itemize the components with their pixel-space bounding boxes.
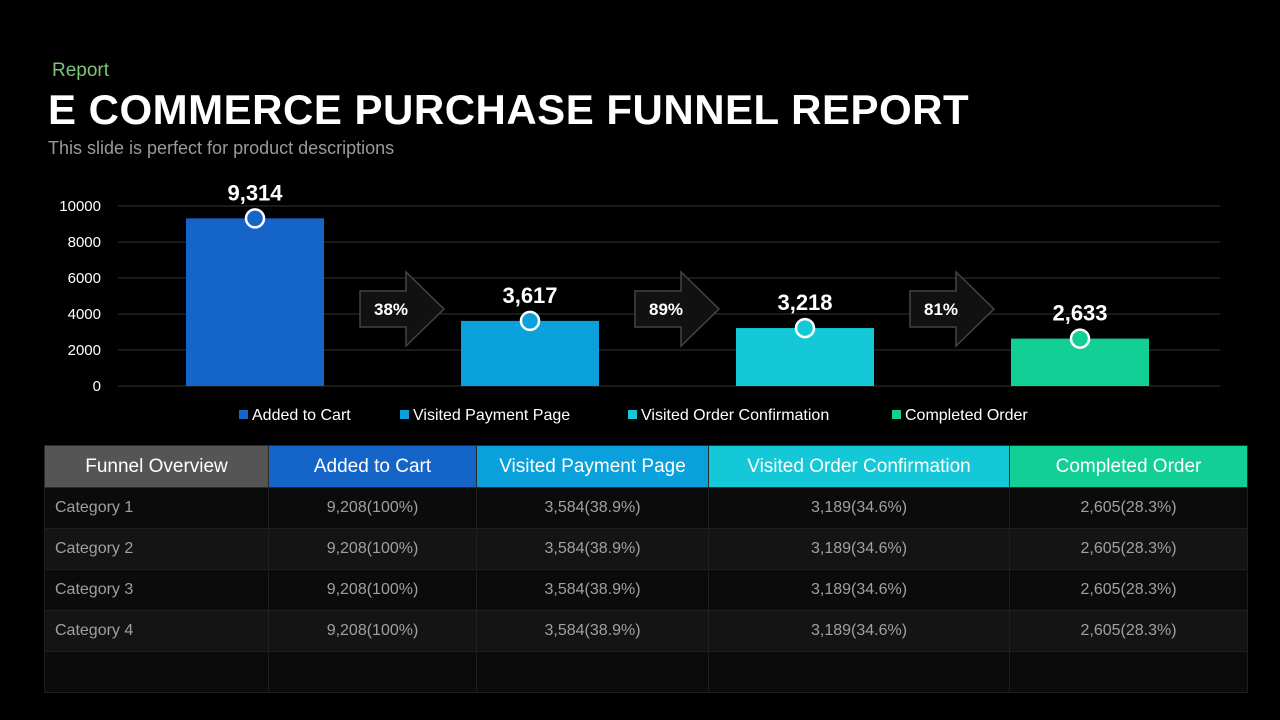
table-cell: 2,605(28.3%) [1009, 569, 1248, 611]
y-tick-label: 2000 [68, 342, 101, 359]
header-completed-order: Completed Order [1009, 445, 1248, 488]
data-label: 2,633 [1052, 301, 1107, 326]
page-subtitle: This slide is perfect for product descri… [48, 138, 395, 158]
table-row: Category 2 9,208(100%) 3,584(38.9%) 3,18… [44, 528, 1248, 570]
table-cell: 9,208(100%) [268, 487, 477, 529]
header-added-to-cart: Added to Cart [268, 445, 477, 488]
table-cell: 2,605(28.3%) [1009, 487, 1248, 529]
page-title: E COMMERCE PURCHASE FUNNEL REPORT [48, 86, 970, 133]
legend-label: Visited Order Confirmation [641, 407, 829, 424]
funnel-bar-chart: 0 2000 4000 6000 8000 10000 9,314 3,617 3,218 2,6… [59, 180, 1220, 424]
table-cell [268, 651, 477, 693]
y-tick-label: 8000 [68, 234, 101, 251]
table-cell [708, 651, 1010, 693]
legend-swatch [892, 410, 901, 419]
bar [186, 218, 324, 386]
bar-marker [794, 317, 816, 339]
table-cell: 9,208(100%) [268, 610, 477, 652]
y-tick-label: 4000 [68, 306, 101, 323]
legend-label: Visited Payment Page [413, 407, 570, 424]
data-label: 3,617 [502, 283, 557, 308]
conversion-arrow [909, 270, 996, 348]
category-cell: Category 3 [44, 569, 269, 611]
header-funnel-overview: Funnel Overview [44, 445, 269, 488]
table-cell [1009, 651, 1248, 693]
y-tick-label: 0 [93, 378, 101, 395]
data-label: 3,218 [777, 290, 832, 315]
header-visited-order-confirmation: Visited Order Confirmation [708, 445, 1010, 488]
table-cell: 9,208(100%) [268, 569, 477, 611]
legend-swatch [628, 410, 637, 419]
legend-label: Completed Order [905, 407, 1028, 424]
table-row: Category 3 9,208(100%) 3,584(38.9%) 3,18… [44, 569, 1248, 611]
category-cell: Category 1 [44, 487, 269, 529]
conversion-rate-label: 81% [924, 300, 958, 319]
table-cell: 3,189(34.6%) [708, 569, 1010, 611]
conversion-arrow [634, 270, 721, 348]
table-cell: 3,584(38.9%) [476, 610, 709, 652]
table-cell: 3,189(34.6%) [708, 610, 1010, 652]
bar-marker [244, 208, 266, 229]
conversion-rate-label: 38% [374, 300, 408, 319]
table-row: Category 1 9,208(100%) 3,584(38.9%) 3,18… [44, 487, 1248, 529]
table-cell: 3,584(38.9%) [476, 528, 709, 570]
table-cell: 3,189(34.6%) [708, 528, 1010, 570]
y-tick-label: 6000 [68, 270, 101, 287]
table-cell: 9,208(100%) [268, 528, 477, 570]
bar-marker [519, 310, 541, 332]
data-label: 9,314 [227, 180, 283, 205]
category-cell: Category 2 [44, 528, 269, 570]
table-cell: 3,584(38.9%) [476, 569, 709, 611]
y-tick-label: 10000 [59, 198, 101, 215]
legend-label: Added to Cart [252, 407, 351, 424]
table-cell: 3,189(34.6%) [708, 487, 1010, 529]
section-tag: Report [52, 60, 110, 81]
funnel-overview-table: Funnel Overview Added to Cart Visited Pa… [44, 445, 1248, 693]
category-cell [44, 651, 269, 693]
table-row [44, 651, 1248, 693]
table-cell [476, 651, 709, 693]
conversion-arrow [359, 270, 446, 348]
table-row: Category 4 9,208(100%) 3,584(38.9%) 3,18… [44, 610, 1248, 652]
legend-swatch [400, 410, 409, 419]
table-header-row: Funnel Overview Added to Cart Visited Pa… [44, 445, 1248, 488]
conversion-rate-label: 89% [649, 300, 683, 319]
table-cell: 2,605(28.3%) [1009, 528, 1248, 570]
bar-marker [1069, 328, 1091, 349]
legend-swatch [239, 410, 248, 419]
table-cell: 3,584(38.9%) [476, 487, 709, 529]
table-cell: 2,605(28.3%) [1009, 610, 1248, 652]
header-visited-payment-page: Visited Payment Page [476, 445, 709, 488]
bar [461, 320, 599, 386]
category-cell: Category 4 [44, 610, 269, 652]
